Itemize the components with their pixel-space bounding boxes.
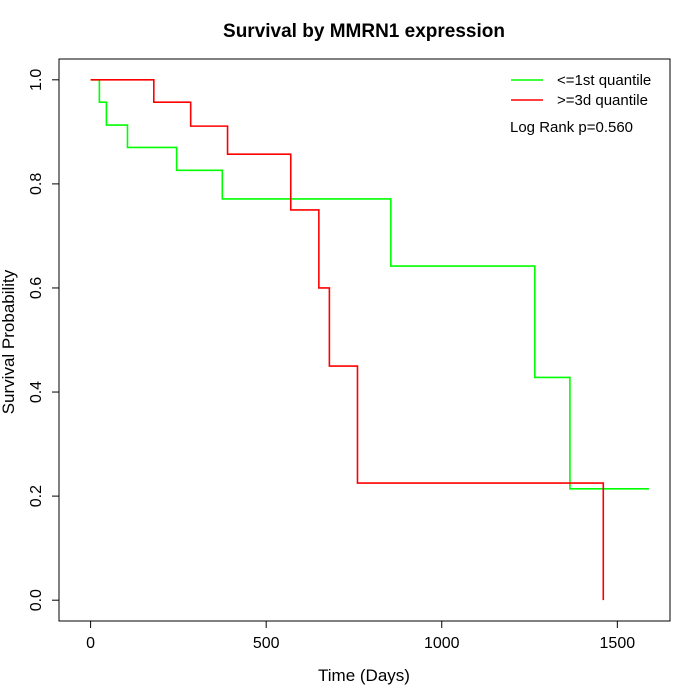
- legend-label: >=3d quantile: [557, 92, 648, 109]
- x-tick-label: 0: [86, 635, 95, 652]
- series-layer: [90, 79, 649, 601]
- series-line-1: [90, 79, 649, 490]
- chart-title: Survival by MMRN1 expression: [223, 21, 505, 42]
- x-axis-label: Time (Days): [318, 666, 410, 685]
- y-axis: 0.0 0.2 0.4 0.6 0.8 1.0: [28, 69, 60, 611]
- legend: <=1st quantile >=3d quantile: [511, 72, 651, 109]
- x-tick-label: 1500: [600, 635, 636, 652]
- y-tick-label: 1.0: [28, 69, 45, 91]
- y-tick-label: 0.0: [28, 589, 45, 611]
- y-axis-label: Survival Probability: [0, 269, 18, 414]
- legend-label: <=1st quantile: [557, 72, 651, 89]
- y-tick-label: 0.4: [28, 381, 45, 403]
- x-axis: 0 500 1000 1500: [86, 620, 636, 652]
- y-tick-label: 0.6: [28, 277, 45, 299]
- y-tick-label: 0.2: [28, 485, 45, 507]
- plot-frame: [58, 58, 671, 622]
- x-tick-label: 1000: [424, 635, 460, 652]
- series-line-2: [90, 79, 605, 601]
- log-rank-annotation: Log Rank p=0.560: [510, 119, 633, 136]
- y-tick-label: 0.8: [28, 173, 45, 195]
- x-tick-label: 500: [253, 635, 280, 652]
